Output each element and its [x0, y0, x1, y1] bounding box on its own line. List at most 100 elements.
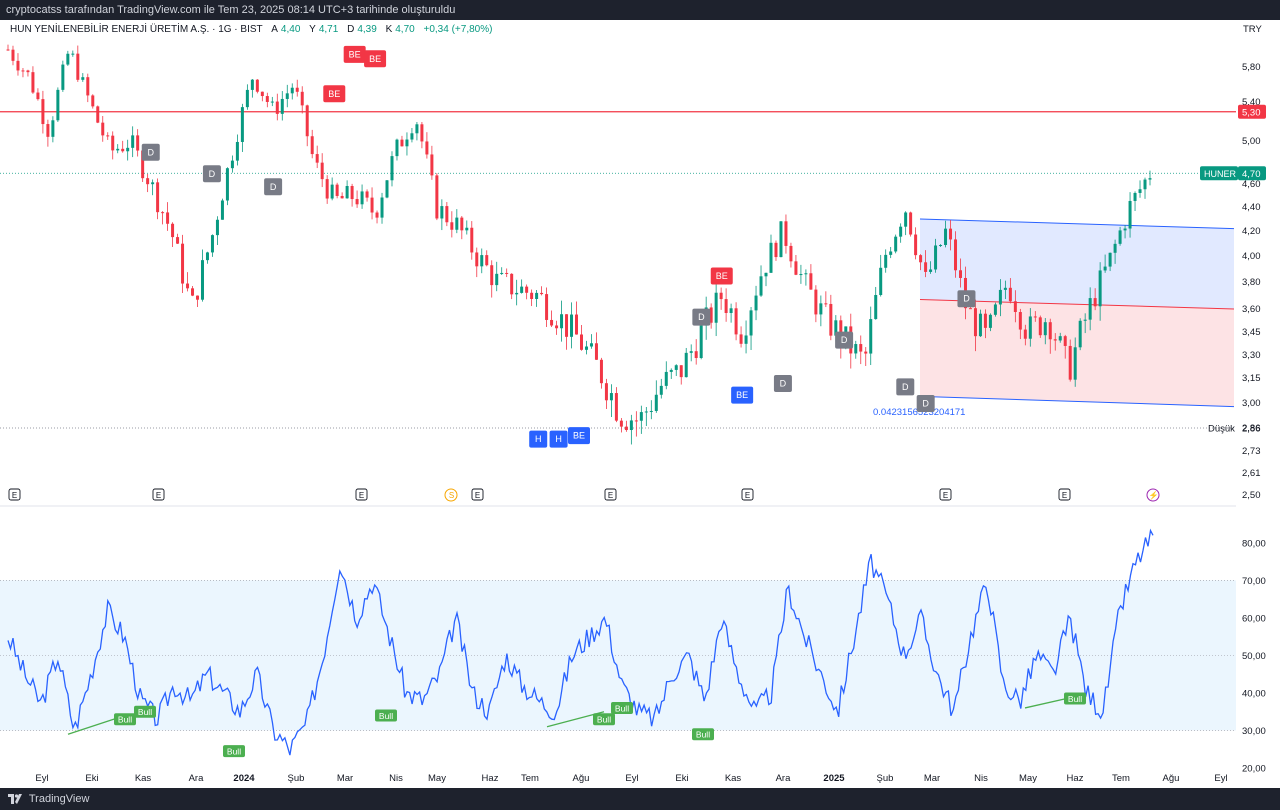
candle-body	[56, 89, 60, 121]
signal-marker-label: D	[148, 147, 155, 157]
candle-body	[988, 314, 992, 328]
candle-body	[380, 197, 384, 218]
candle-body	[415, 124, 419, 134]
candle-body	[944, 228, 948, 246]
signal-marker-label: H	[535, 434, 542, 444]
resistance-value: 5,30	[1242, 107, 1261, 118]
signal-marker-label: BE	[573, 431, 585, 441]
candle-body	[894, 236, 898, 252]
time-tick-label: Eki	[675, 773, 688, 784]
price-tick-label: 4,60	[1242, 179, 1261, 190]
candle-body	[579, 334, 583, 350]
candle-body	[370, 197, 374, 213]
candle-body	[879, 267, 883, 295]
price-tick-label: 2,73	[1242, 446, 1261, 457]
candle-body	[854, 344, 858, 354]
candle-body	[6, 49, 10, 51]
channel-top-line	[919, 218, 1235, 230]
candle-body	[495, 273, 499, 286]
candle-body	[1028, 316, 1032, 339]
time-tick-label: Ara	[189, 773, 205, 784]
candle-body	[455, 217, 459, 230]
bull-signal-label: Bull	[118, 715, 132, 725]
event-marker-label: E	[745, 491, 750, 500]
candle-body	[1058, 336, 1062, 341]
candle-body	[485, 255, 489, 266]
candle-body	[335, 184, 339, 196]
candle-body	[819, 303, 823, 315]
signal-marker	[731, 386, 754, 404]
candle-body	[136, 135, 140, 151]
candle-body	[884, 254, 888, 268]
candle-body	[1123, 228, 1127, 231]
candle-body	[1073, 347, 1077, 380]
candle-body	[106, 135, 110, 137]
candle-body	[161, 212, 165, 214]
candle-body	[899, 226, 903, 237]
signal-marker	[896, 378, 915, 396]
candle-body	[530, 292, 534, 299]
event-marker-label: E	[12, 491, 17, 500]
candle-body	[614, 393, 618, 421]
watermark-bar: cryptocatss tarafından TradingView.com i…	[0, 0, 1280, 20]
candle-body	[869, 319, 873, 354]
candle-body	[410, 133, 414, 140]
candle-body	[295, 87, 299, 92]
close-label: K	[385, 24, 393, 35]
price-tick-label: 2,86	[1242, 423, 1261, 434]
bull-signal-label: Bull	[696, 730, 710, 740]
close-value: 4,70	[395, 24, 415, 35]
candle-body	[929, 269, 933, 272]
earnings-marker	[471, 488, 484, 501]
signal-marker-label: H	[555, 434, 562, 444]
time-tick-label: Kas	[135, 773, 152, 784]
event-marker-label: ⚡	[1149, 490, 1159, 500]
signal-marker	[264, 178, 283, 196]
signal-marker-label: BE	[328, 89, 340, 99]
signal-marker-label: D	[270, 182, 277, 192]
candle-body	[889, 251, 893, 255]
candle-body	[395, 139, 399, 157]
candle-body	[460, 217, 464, 231]
candle-body	[954, 239, 958, 271]
bull-signal-label: Bull	[597, 715, 611, 725]
candle-body	[1078, 320, 1082, 348]
bull-signal-label: Bull	[379, 711, 393, 721]
candle-body	[1023, 329, 1027, 339]
candle-body	[76, 53, 80, 80]
candle-body	[993, 304, 997, 315]
candle-body	[639, 412, 643, 421]
time-tick-label: Mar	[924, 773, 940, 784]
candle-body	[634, 420, 638, 422]
candle-body	[799, 274, 803, 276]
time-tick-label: Tem	[521, 773, 539, 784]
candle-body	[285, 93, 289, 99]
signal-marker	[568, 427, 590, 445]
candle-body	[949, 228, 953, 240]
candle-body	[330, 184, 334, 199]
candle-body	[200, 260, 204, 300]
candle-body	[1133, 192, 1137, 201]
candle-body	[66, 53, 70, 65]
bull-signal-label: Bull	[227, 747, 241, 757]
candle-body	[126, 147, 130, 152]
candle-body	[550, 319, 554, 326]
candle-body	[1093, 298, 1097, 307]
candle-body	[500, 272, 504, 274]
price-tick-label: 4,40	[1242, 202, 1261, 213]
candle-body	[809, 273, 813, 290]
high-label: Y	[309, 24, 316, 35]
signal-marker-label: D	[963, 294, 970, 304]
candle-body	[260, 91, 264, 97]
candle-body	[719, 292, 723, 300]
time-tick-label: May	[1019, 773, 1037, 784]
candle-body	[560, 314, 564, 329]
channel-upper-fill	[920, 219, 1234, 309]
footer-brand: TradingView	[28, 793, 90, 805]
candle-body	[540, 292, 544, 295]
candle-body	[445, 206, 449, 223]
candle-body	[694, 351, 698, 359]
chart-canvas[interactable]: 0.0423156523204171 D D D BE BE BE H H BE BE D BE D D D…	[0, 20, 1280, 788]
event-marker-label: E	[156, 491, 161, 500]
candle-body	[689, 351, 693, 353]
